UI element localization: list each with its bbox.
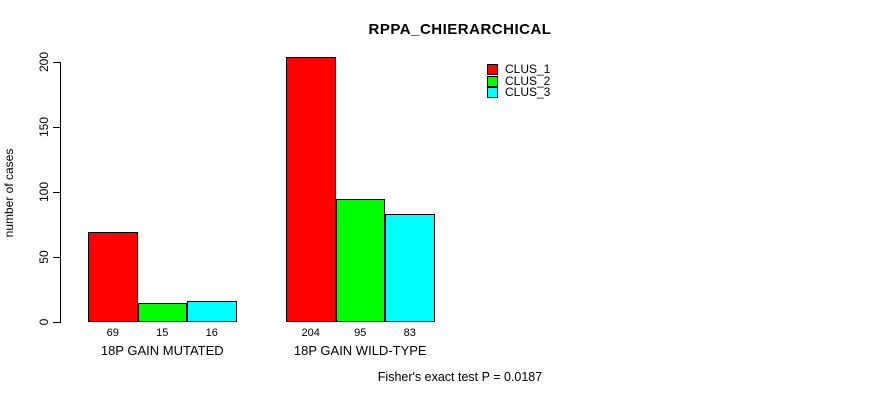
bar-value-label: 204 <box>301 327 320 339</box>
bar <box>137 302 187 322</box>
bar <box>187 301 237 322</box>
bar-value-label: 16 <box>205 327 218 339</box>
y-tick-label: 200 <box>37 51 51 73</box>
y-axis-line <box>60 62 61 323</box>
y-tick-label: 100 <box>37 181 51 203</box>
legend-item: CLUS_1 <box>487 62 551 76</box>
y-tick <box>53 257 60 258</box>
legend-item: CLUS_2 <box>487 73 551 88</box>
annotation-text: Fisher's exact test P = 0.0187 <box>377 370 543 384</box>
bar <box>286 56 336 322</box>
y-tick <box>53 62 60 63</box>
y-tick-label: 150 <box>37 116 51 138</box>
bar <box>385 214 435 322</box>
y-tick <box>53 322 60 323</box>
legend: CLUS_1 CLUS_2 CLUS_3 <box>487 62 551 99</box>
legend-swatch <box>487 87 498 99</box>
legend-swatch <box>487 64 498 76</box>
y-axis-title: number of cases <box>2 148 16 238</box>
y-tick <box>53 192 60 193</box>
y-tick-label: 0 <box>37 318 51 326</box>
legend-swatch <box>487 75 498 87</box>
bar-value-label: 15 <box>156 327 169 339</box>
category-label: 18P GAIN WILD-TYPE <box>293 343 427 358</box>
category-label: 18P GAIN MUTATED <box>100 343 224 358</box>
bar-value-label: 69 <box>106 327 119 339</box>
chart-title: RPPA_CHIERARCHICAL <box>368 21 552 38</box>
bar-value-label: 95 <box>354 327 367 339</box>
bar <box>88 232 138 322</box>
legend-label: CLUS_1 <box>505 62 551 76</box>
bar-value-label: 83 <box>403 327 416 339</box>
legend-label: CLUS_2 <box>505 73 551 88</box>
legend-label: CLUS_3 <box>505 85 551 99</box>
y-tick <box>53 127 60 128</box>
legend-item: CLUS_3 <box>487 85 551 99</box>
bar <box>335 198 385 322</box>
y-tick-label: 50 <box>37 250 51 264</box>
